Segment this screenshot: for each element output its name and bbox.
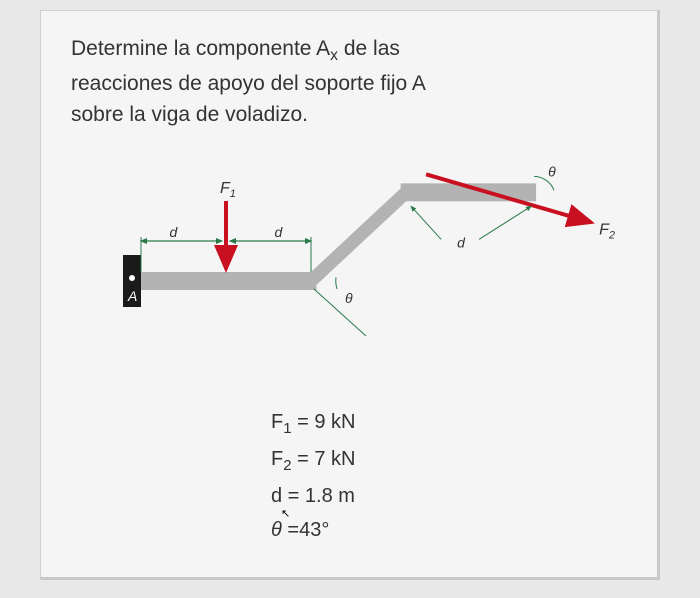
text-line1-sub: x	[330, 47, 338, 64]
text-line1-pre: Determine la componente A	[71, 37, 330, 60]
svg-text:θ: θ	[345, 290, 353, 306]
beam-diagram: A F1 F2 d d d θ θ	[71, 151, 631, 401]
given-f1: F1 = 9 kN	[271, 406, 627, 441]
svg-text:F1: F1	[220, 180, 236, 200]
cursor-icon: ↖	[281, 506, 290, 524]
problem-card: Determine la componente Ax de las reacci…	[40, 10, 660, 580]
svg-text:θ: θ	[548, 163, 556, 179]
problem-statement: Determine la componente Ax de las reacci…	[71, 33, 627, 131]
svg-text:d: d	[457, 234, 466, 250]
text-line3: sobre la viga de voladizo.	[71, 103, 308, 126]
diagram-svg: A F1 F2 d d d θ θ	[71, 151, 631, 401]
svg-text:A: A	[127, 288, 137, 304]
text-line1-post: de las	[338, 37, 400, 60]
given-values: F1 = 9 kN F2 = 7 kN d = 1.8 m ↖ θ =43°	[271, 406, 627, 546]
svg-text:d: d	[275, 224, 284, 240]
svg-text:F2: F2	[599, 221, 615, 241]
text-line2: reacciones de apoyo del soporte fijo A	[71, 72, 426, 95]
given-theta: ↖ θ =43°	[271, 514, 627, 546]
given-f2: F2 = 7 kN	[271, 443, 627, 478]
given-d: d = 1.8 m	[271, 480, 627, 512]
svg-text:d: d	[170, 224, 179, 240]
